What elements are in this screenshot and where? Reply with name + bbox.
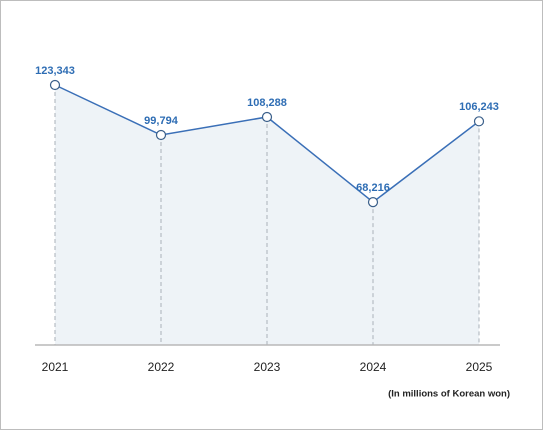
value-label: 123,343 xyxy=(35,65,75,77)
point xyxy=(155,129,167,141)
value-label: 106,243 xyxy=(459,101,499,113)
point xyxy=(367,196,379,208)
point xyxy=(473,116,485,127)
x-tick-label: 2025 xyxy=(466,360,493,374)
unit-note: (In millions of Korean won) xyxy=(388,389,510,400)
point xyxy=(261,111,273,123)
x-tick-label: 2023 xyxy=(254,360,281,374)
x-tick-label: 2024 xyxy=(360,360,387,374)
point xyxy=(49,79,61,91)
x-tick-label: 2022 xyxy=(148,360,175,374)
value-label: 99,794 xyxy=(144,115,179,127)
value-label: 108,288 xyxy=(247,97,287,109)
x-tick-label: 2021 xyxy=(42,360,69,374)
value-label: 68,216 xyxy=(356,182,390,194)
